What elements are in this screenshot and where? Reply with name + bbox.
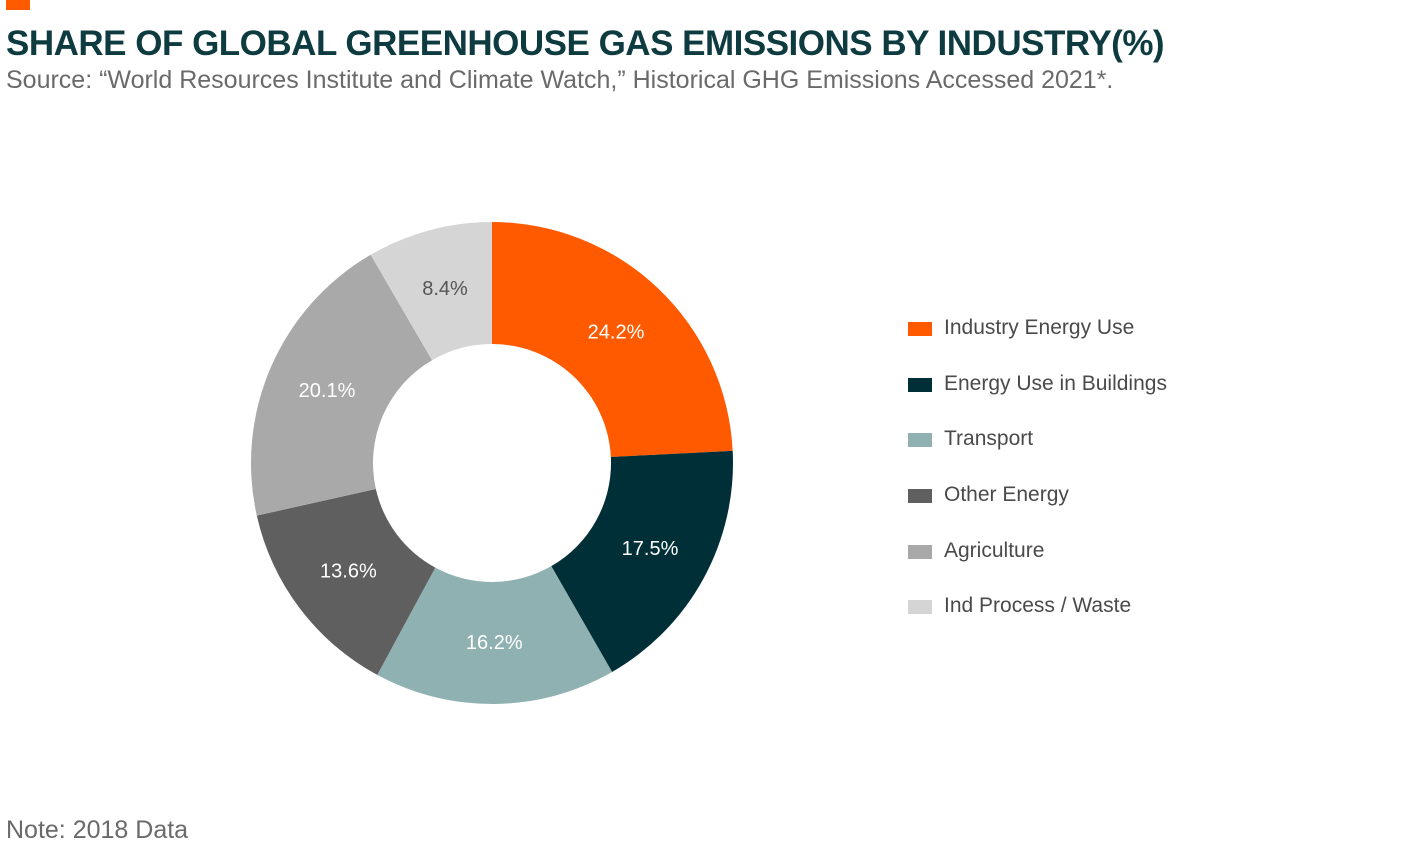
legend-item-transport: Transport xyxy=(908,421,1167,477)
slice-agriculture xyxy=(251,254,433,516)
legend-item-industry-energy-use: Industry Energy Use xyxy=(908,310,1167,366)
slice-label-ind-process-waste: 8.4% xyxy=(422,278,468,300)
slice-label-agriculture: 20.1% xyxy=(299,380,356,402)
legend-label: Ind Process / Waste xyxy=(944,594,1132,618)
donut-slices xyxy=(251,222,733,704)
legend-item-agriculture: Agriculture xyxy=(908,533,1167,589)
legend-label: Industry Energy Use xyxy=(944,316,1135,339)
chart-note: Note: 2018 Data xyxy=(6,816,189,844)
legend-label: Other Energy xyxy=(944,483,1069,507)
slice-transport xyxy=(377,566,613,704)
legend-label: Transport xyxy=(944,427,1034,451)
chart-source: Source: “World Resources Institute and C… xyxy=(6,66,1114,94)
slice-industry-energy-use xyxy=(492,222,733,458)
chart-title: SHARE OF GLOBAL GREENHOUSE GAS EMISSIONS… xyxy=(6,24,1165,63)
legend-swatch xyxy=(908,544,932,559)
legend-label: Energy Use in Buildings xyxy=(944,371,1167,395)
slice-other-energy xyxy=(256,488,436,675)
slice-label-energy-use-in-buildings: 17.5% xyxy=(622,538,679,560)
slice-label-other-energy: 13.6% xyxy=(320,561,377,583)
legend-swatch xyxy=(908,377,932,392)
legend-swatch xyxy=(908,322,932,336)
slice-label-industry-energy-use: 24.2% xyxy=(588,322,645,344)
donut-slice-labels: 24.2% 17.5% 16.2% 13.6% 20.1% 8.4% xyxy=(299,278,679,654)
legend-label: Agriculture xyxy=(944,538,1045,562)
legend-swatch xyxy=(908,433,932,448)
slice-label-transport: 16.2% xyxy=(466,632,523,654)
accent-bar xyxy=(6,0,30,10)
legend-item-ind-process-waste: Ind Process / Waste xyxy=(908,588,1167,644)
slice-ind-process-waste xyxy=(370,222,492,361)
legend-item-energy-use-in-buildings: Energy Use in Buildings xyxy=(908,366,1167,422)
chart-legend: Industry Energy Use Energy Use in Buildin… xyxy=(908,310,1167,644)
slice-energy-use-in-buildings xyxy=(551,450,733,672)
legend-item-other-energy: Other Energy xyxy=(908,477,1167,533)
legend-swatch xyxy=(908,600,932,615)
legend-swatch xyxy=(908,489,932,504)
